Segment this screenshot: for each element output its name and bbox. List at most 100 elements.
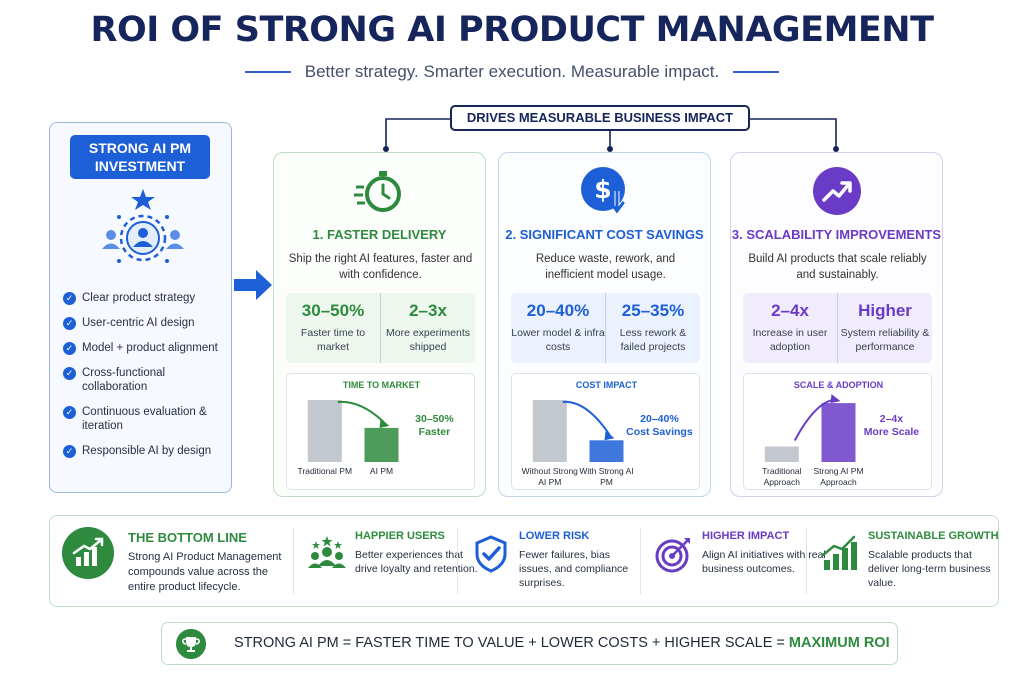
trend-up-icon xyxy=(813,167,861,215)
target-icon xyxy=(655,538,690,573)
divider xyxy=(640,528,641,594)
chart-title: SCALE & ADOPTION xyxy=(794,380,883,390)
stat: Higher System reliability & performance xyxy=(837,293,932,363)
chart-bar-label: Approach xyxy=(820,477,857,487)
team-icon xyxy=(102,189,184,263)
chart-bar-label: AI PM xyxy=(370,466,393,476)
shield-check-icon xyxy=(475,535,507,573)
bottom-line-description: Strong AI Product Management compounds v… xyxy=(128,551,282,593)
stat: 2–3x More experiments shipped xyxy=(380,293,475,363)
stat-label: System reliability & performance xyxy=(840,327,930,353)
benefit-description: Better experiences that drive loyalty an… xyxy=(355,549,478,575)
subtitle-rule-right xyxy=(733,71,780,73)
card-title: 2. SIGNIFICANT COST SAVINGS xyxy=(505,227,704,242)
stat-label: Faster time to market xyxy=(300,327,366,353)
divider xyxy=(457,528,458,594)
chart-arrow xyxy=(337,400,387,425)
card-description: Reduce waste, rework, and inefficient mo… xyxy=(535,253,676,281)
connector-lines xyxy=(383,118,839,152)
check-icon: ✓ xyxy=(63,342,76,355)
stat-value: 2–4x xyxy=(771,301,809,320)
mini-chart-cost-impact: COST IMPACT Without Strong AI PM With Stron… xyxy=(511,373,700,490)
stopwatch-icon xyxy=(354,171,401,212)
subtitle-row: Better strategy. Smarter execution. Meas… xyxy=(0,62,1024,82)
card-description: Build AI products that scale reliably an… xyxy=(748,253,927,281)
stat-label: Increase in user adoption xyxy=(752,327,828,353)
investment-list: ✓ Clear product strategy ✓ User-centric AI… xyxy=(63,291,231,469)
stat-label: Less rework & failed projects xyxy=(619,327,687,353)
chart-callout: Faster xyxy=(419,426,451,438)
chart-title: COST IMPACT xyxy=(576,380,638,390)
check-icon: ✓ xyxy=(63,292,76,305)
card-stats: 2–4x Increase in user adoption Higher Sy… xyxy=(743,293,932,363)
divider xyxy=(806,528,807,594)
stat-label: Lower model & infra costs xyxy=(511,327,605,353)
stat-value: 2–3x xyxy=(409,301,447,320)
chart-bar-label: Without Strong xyxy=(522,466,578,476)
chart-bar-label: With Strong AI xyxy=(579,466,633,476)
benefit-title: HIGHER IMPACT xyxy=(702,530,790,542)
formula-highlight: MAXIMUM ROI xyxy=(788,635,890,651)
benefit-description: Scalable products that deliver long-term… xyxy=(868,549,991,589)
stat: 30–50% Faster time to market xyxy=(286,293,380,363)
roi-formula: STRONG AI PM = FASTER TIME TO VALUE + LO… xyxy=(161,622,898,665)
chart-callout: 2–4x xyxy=(880,413,904,425)
chart-bar-label: PM xyxy=(600,477,613,487)
chart-bar-label: Strong AI PM xyxy=(813,466,863,476)
page-title: ROI OF STRONG AI PRODUCT MANAGEMENT xyxy=(90,10,934,50)
chart-bar xyxy=(532,400,567,462)
card-stats: 30–50% Faster time to market 2–3x More e… xyxy=(286,293,475,363)
chart-arrow-head xyxy=(830,394,841,404)
investment-title: STRONG AI PM INVESTMENT xyxy=(70,135,210,179)
benefit-title: LOWER RISK xyxy=(519,530,590,542)
growth-chart-icon xyxy=(62,527,114,579)
star-icon xyxy=(131,189,155,210)
chart-bar-label: Traditional xyxy=(762,466,801,476)
subtitle-rule-left xyxy=(244,71,291,73)
chart-callout: 30–50% xyxy=(415,413,454,425)
stat-value: 25–35% xyxy=(621,301,685,320)
stat-value: 20–40% xyxy=(526,301,590,320)
bottom-line-title: THE BOTTOM LINE xyxy=(128,530,247,545)
page-subtitle: Better strategy. Smarter execution. Meas… xyxy=(304,62,720,81)
list-item: ✓ Continuous evaluation & iteration xyxy=(63,405,231,433)
check-icon: ✓ xyxy=(63,445,76,458)
list-item: ✓ Clear product strategy xyxy=(63,291,231,305)
chart-title: TIME TO MARKET xyxy=(343,380,421,390)
formula-text: STRONG AI PM = FASTER TIME TO VALUE + LO… xyxy=(234,635,890,651)
svg-text:$: $ xyxy=(594,175,611,204)
growth-chart-icon xyxy=(821,535,857,570)
card-description: Ship the right AI features, faster and w… xyxy=(288,253,473,281)
benefit-description: Align AI initiatives with real business … xyxy=(702,549,826,575)
bottom-line-panel: THE BOTTOM LINE Strong AI Product Manage… xyxy=(49,515,999,607)
stat: 20–40% Lower model & infra costs xyxy=(511,293,605,363)
chart-bar-label: AI PM xyxy=(538,477,561,487)
list-item: ✓ Responsible AI by design xyxy=(63,444,231,458)
arrow-right-icon xyxy=(234,270,272,300)
stat-label: More experiments shipped xyxy=(385,327,471,353)
chart-bar xyxy=(364,427,399,462)
benefit-title: SUSTAINABLE GROWTH xyxy=(868,530,999,542)
drives-impact-label: DRIVES MEASURABLE BUSINESS IMPACT xyxy=(450,105,750,131)
chart-bar-label: Approach xyxy=(764,477,801,487)
dollar-down-icon: $ xyxy=(581,167,625,214)
chart-callout: More Scale xyxy=(864,426,920,438)
chart-bar xyxy=(764,446,799,462)
chart-callout: 20–40% xyxy=(640,413,679,425)
mini-bar-chart: SCALE & ADOPTIONTraditionalApproachStron… xyxy=(762,380,920,487)
happy-users-icon xyxy=(308,536,346,568)
chart-arrow xyxy=(562,400,612,437)
benefit-title: HAPPIER USERS xyxy=(355,530,445,542)
card-title: 3. SCALABILITY IMPROVEMENTS xyxy=(731,227,942,242)
chart-bar xyxy=(589,440,624,462)
benefit-description: Fewer failures, bias issues, and complia… xyxy=(519,549,629,589)
stat-value: Higher xyxy=(858,301,912,320)
chart-bar-label: Traditional PM xyxy=(298,466,352,476)
stat: 25–35% Less rework & failed projects xyxy=(605,293,700,363)
list-item: ✓ Model + product alignment xyxy=(63,341,231,355)
stat-value: 30–50% xyxy=(301,301,365,320)
chart-bar xyxy=(307,400,342,462)
list-item: ✓ User-centric AI design xyxy=(63,316,231,330)
